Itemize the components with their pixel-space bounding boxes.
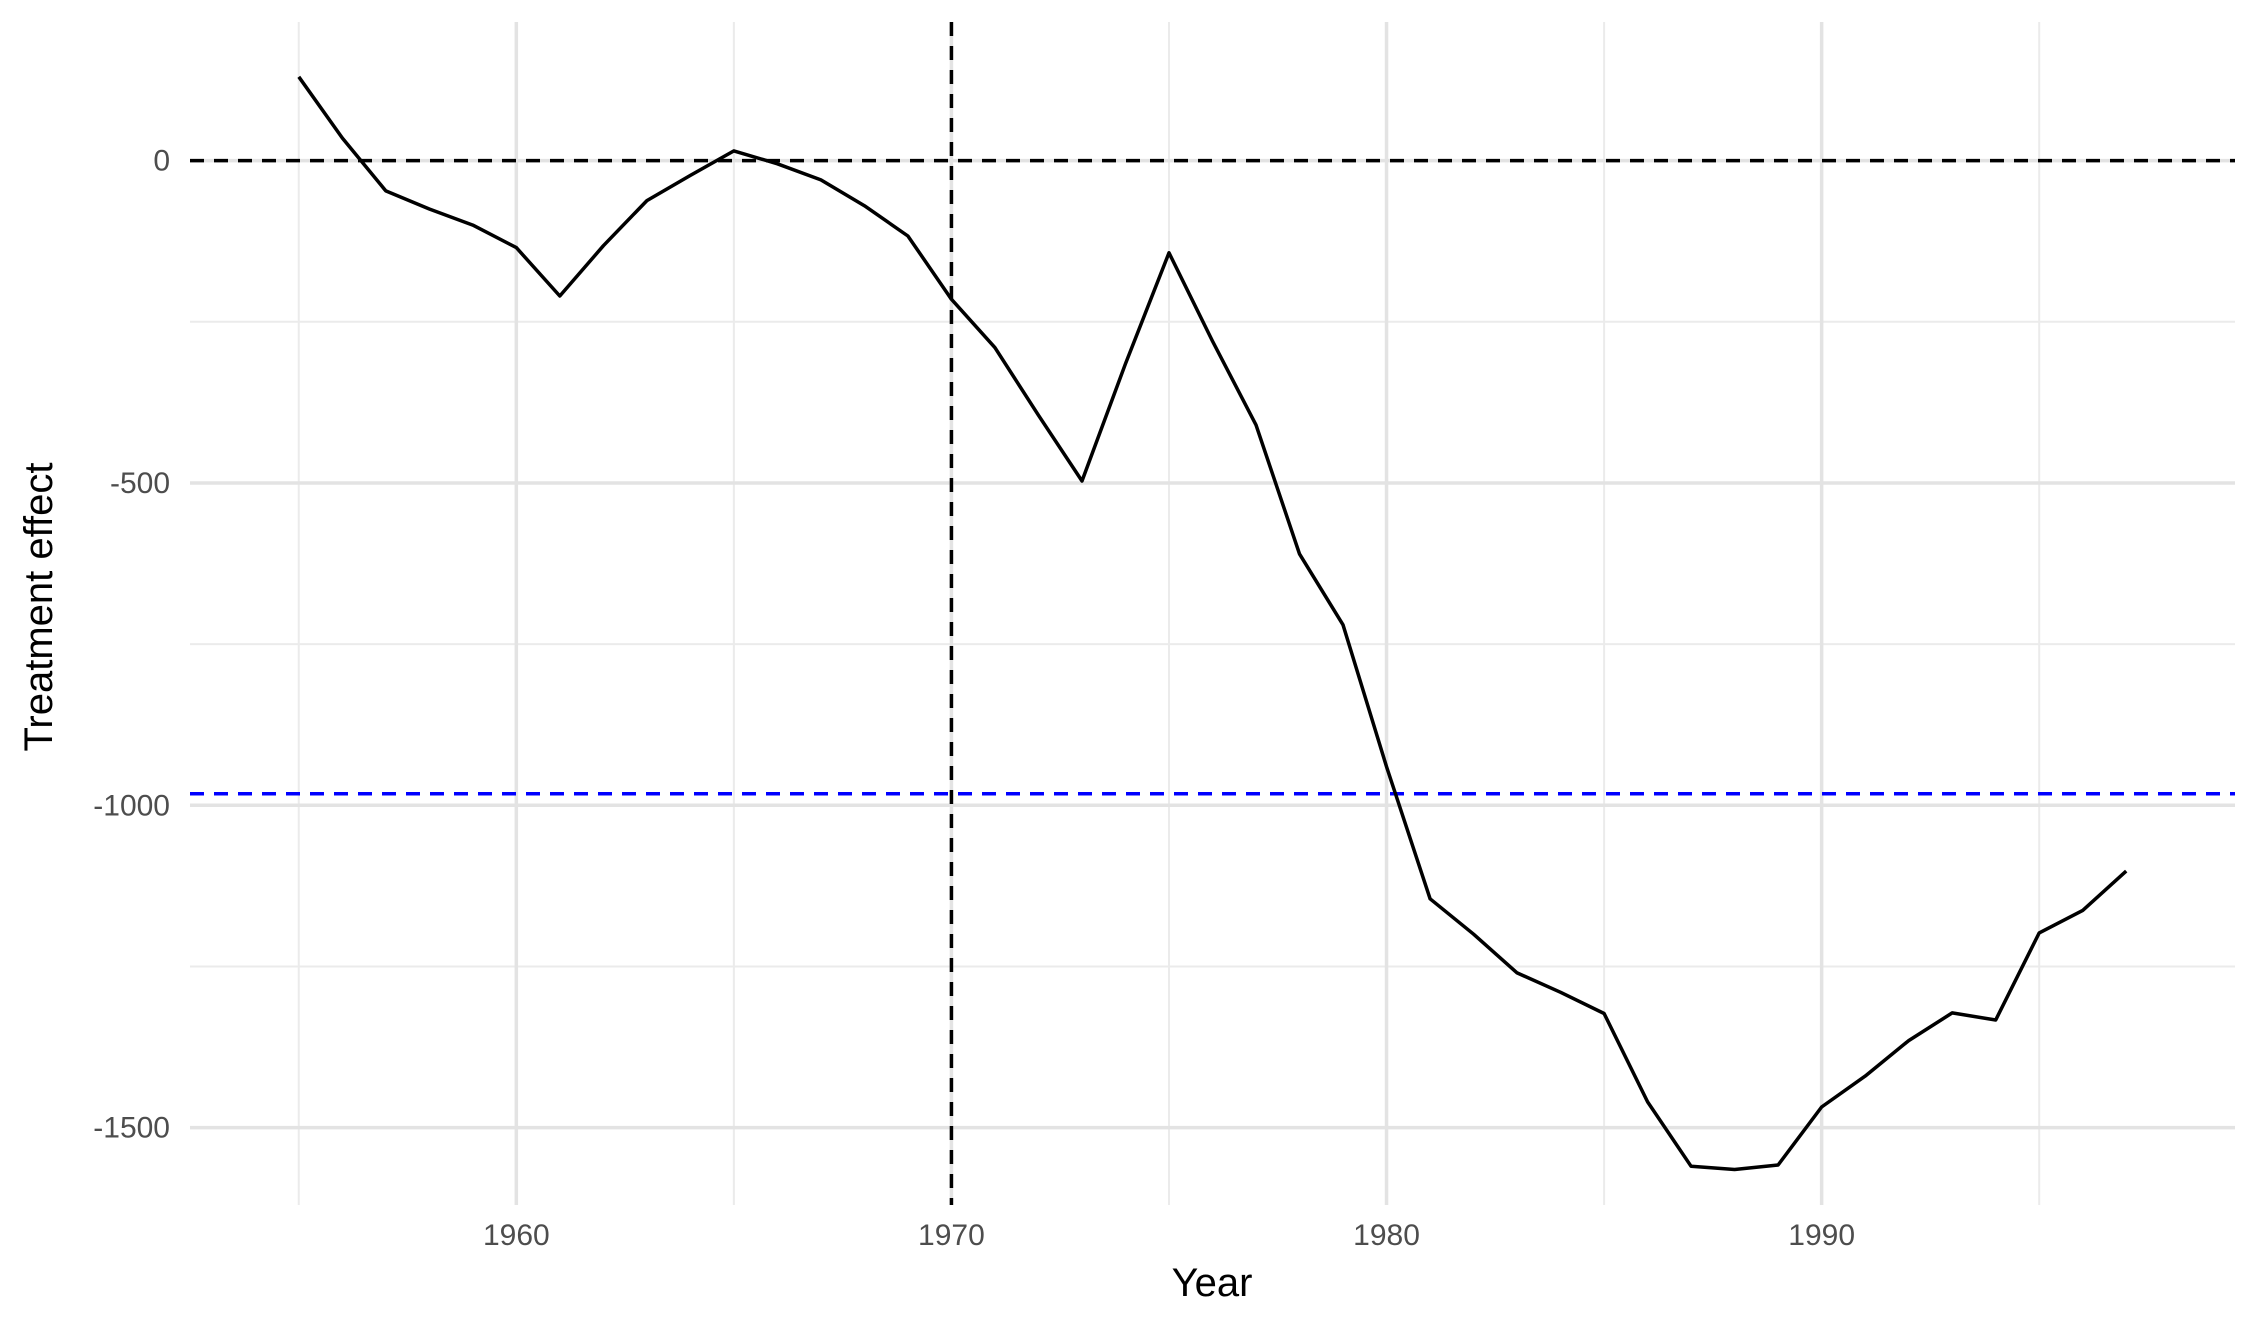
y-tick-label: -1500 — [93, 1112, 170, 1145]
x-tick-label: 1960 — [483, 1219, 550, 1252]
y-axis-title: Treatment effect — [17, 462, 61, 751]
x-tick-label: 1980 — [1353, 1219, 1420, 1252]
x-axis-title: Year — [1172, 1261, 1253, 1305]
series-lines — [299, 77, 2127, 1170]
y-tick-label: 0 — [153, 145, 170, 178]
y-axis-tick-labels: 0 -500 -1000 -1500 — [93, 145, 170, 1145]
x-axis-tick-labels: 1960 1970 1980 1990 — [483, 1219, 1855, 1252]
y-tick-label: -500 — [110, 467, 170, 500]
treatment-effect-series-line — [299, 77, 2126, 1170]
y-tick-label: -1000 — [93, 789, 170, 822]
x-tick-label: 1990 — [1788, 1219, 1855, 1252]
x-tick-label: 1970 — [918, 1219, 985, 1252]
